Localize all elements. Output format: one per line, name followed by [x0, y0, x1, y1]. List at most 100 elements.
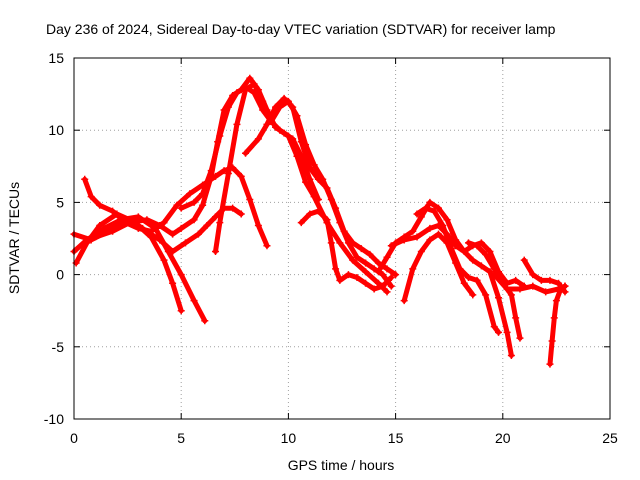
- data-point: [340, 227, 348, 235]
- data-point: [212, 213, 220, 221]
- data-point: [383, 265, 391, 273]
- data-point: [447, 245, 455, 253]
- data-point: [349, 239, 357, 247]
- data-point: [512, 314, 520, 322]
- data-point: [362, 259, 370, 267]
- data-point: [400, 236, 408, 244]
- data-point: [177, 224, 185, 232]
- data-point: [100, 224, 108, 232]
- data-point: [259, 97, 267, 105]
- data-point: [336, 276, 344, 284]
- data-point: [529, 282, 537, 290]
- data-point: [400, 297, 408, 305]
- data-point: [422, 204, 430, 212]
- data-point: [452, 242, 460, 250]
- data-point: [224, 103, 232, 111]
- data-point: [561, 282, 569, 290]
- data-point: [216, 132, 224, 140]
- data-point: [336, 239, 344, 247]
- data-point: [537, 276, 545, 284]
- data-point: [362, 268, 370, 276]
- data-point: [379, 282, 387, 290]
- data-point: [263, 120, 271, 128]
- series-trace: [178, 84, 394, 289]
- data-point: [557, 285, 565, 293]
- data-point: [460, 247, 468, 255]
- data-point: [190, 297, 198, 305]
- data-point: [379, 271, 387, 279]
- data-point: [469, 256, 477, 264]
- data-point: [143, 216, 151, 224]
- axis-ticks: 0 5 10 15 20 25 -10 -5 0 5 10 15: [44, 50, 618, 446]
- data-point: [237, 172, 245, 180]
- data-point: [109, 227, 117, 235]
- data-point: [495, 294, 503, 302]
- data-point: [201, 317, 209, 325]
- data-point: [160, 256, 168, 264]
- data-point: [486, 247, 494, 255]
- data-point: [246, 196, 254, 204]
- data-point: [353, 273, 361, 281]
- data-point: [507, 351, 515, 359]
- data-point: [212, 247, 220, 255]
- y-tick-label: 15: [48, 50, 64, 66]
- data-point: [357, 245, 365, 253]
- data-point: [177, 307, 185, 315]
- data-point: [310, 161, 318, 169]
- data-point: [242, 149, 250, 157]
- data-point: [302, 178, 310, 186]
- data-point: [370, 285, 378, 293]
- data-point: [548, 337, 556, 345]
- data-point: [417, 213, 425, 221]
- data-point: [409, 265, 417, 273]
- data-point: [190, 198, 198, 206]
- data-point: [233, 89, 241, 97]
- data-point: [473, 242, 481, 250]
- data-point: [280, 94, 288, 102]
- plot-frame: [73, 57, 611, 420]
- data-point: [224, 170, 232, 178]
- x-tick-label: 20: [495, 430, 511, 446]
- data-point: [83, 239, 91, 247]
- data-point: [473, 276, 481, 284]
- data-point: [413, 210, 421, 218]
- data-point: [366, 250, 374, 258]
- data-point: [464, 239, 472, 247]
- data-point: [306, 175, 314, 183]
- data-point: [327, 239, 335, 247]
- data-point: [237, 210, 245, 218]
- series-trace: [82, 165, 270, 249]
- y-tick-label: -10: [44, 411, 64, 427]
- y-tick-label: 0: [56, 267, 64, 283]
- data-point: [520, 256, 528, 264]
- plot-area: [70, 74, 569, 368]
- data-point: [156, 222, 164, 230]
- series-sat-p: [520, 256, 569, 296]
- data-point: [173, 201, 181, 209]
- data-point: [550, 314, 558, 322]
- data-point: [426, 224, 434, 232]
- series-sat-g: [212, 80, 391, 296]
- data-point: [310, 193, 318, 201]
- data-point: [194, 230, 202, 238]
- x-tick-label: 25: [602, 430, 618, 446]
- data-point: [477, 239, 485, 247]
- data-point: [160, 219, 168, 227]
- data-point: [430, 207, 438, 215]
- data-point: [512, 276, 520, 284]
- data-point: [246, 74, 254, 82]
- data-point: [91, 233, 99, 241]
- data-point: [190, 216, 198, 224]
- grid: [74, 58, 610, 419]
- series-sat-m: [413, 204, 503, 336]
- data-point: [81, 175, 89, 183]
- data-point: [490, 323, 498, 331]
- data-point: [242, 86, 250, 94]
- y-axis-label: SDTVAR / TECUs: [6, 182, 22, 294]
- data-point: [293, 152, 301, 160]
- data-point: [186, 190, 194, 198]
- data-point: [482, 291, 490, 299]
- data-point: [332, 204, 340, 212]
- data-point: [233, 120, 241, 128]
